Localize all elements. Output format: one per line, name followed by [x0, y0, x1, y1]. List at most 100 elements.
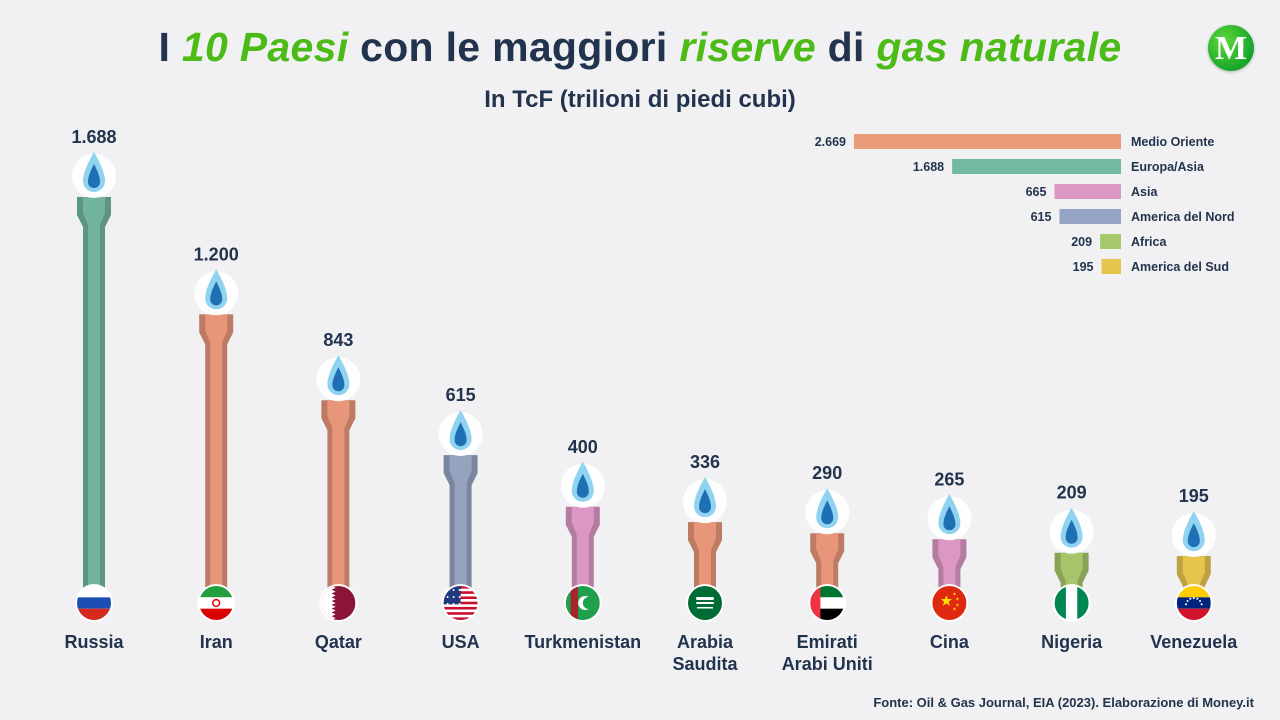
category-label: Arabi Uniti	[782, 654, 873, 674]
region-category-label: Europa/Asia	[1131, 160, 1205, 174]
bar-3: 615 USA	[438, 385, 483, 652]
flame-icon	[560, 461, 605, 508]
title-part-4: di	[815, 24, 877, 70]
bar-highlight	[205, 314, 228, 603]
category-label: Venezuela	[1150, 632, 1238, 652]
flame-inner	[821, 500, 834, 525]
region-row-1: 1.688 Europa/Asia	[913, 159, 1205, 174]
flame-icon	[805, 488, 850, 535]
flame-inner	[210, 281, 223, 306]
title-part-2: con le maggiori	[348, 24, 680, 70]
flag-nigeria	[1054, 586, 1089, 620]
region-row-3: 615 America del Nord	[1031, 209, 1235, 224]
region-category-label: Africa	[1131, 235, 1167, 249]
flag-russia	[77, 586, 111, 620]
region-category-label: America del Nord	[1131, 210, 1235, 224]
category-label: Emirati	[797, 632, 858, 652]
flame-inner	[88, 164, 100, 188]
category-label: Iran	[200, 632, 233, 652]
region-bar	[1101, 259, 1121, 274]
region-value-label: 1.688	[913, 160, 944, 174]
region-row-5: 195 America del Sud	[1073, 259, 1229, 274]
category-label: Saudita	[672, 654, 738, 674]
bar-4: 400 Turkmenistan	[524, 437, 641, 652]
region-category-label: Medio Oriente	[1131, 135, 1214, 149]
bar-0: 1.688 Russia	[64, 127, 124, 652]
flag-qatar	[321, 586, 356, 620]
flame-icon	[438, 410, 483, 457]
bar-highlight	[83, 197, 105, 603]
category-label: Cina	[930, 632, 970, 652]
money-it-logo[interactable]: M	[1208, 25, 1254, 71]
chart-title: I 10 Paesi con le maggiori riserve di ga…	[0, 24, 1280, 71]
category-label: USA	[442, 632, 480, 652]
region-bar	[952, 159, 1121, 174]
category-label: Turkmenistan	[524, 632, 641, 652]
region-value-label: 665	[1026, 185, 1047, 199]
chart-subtitle: In TcF (trilioni di piedi cubi)	[484, 86, 796, 113]
bar-value-label: 615	[446, 385, 476, 405]
region-row-4: 209 Africa	[1071, 234, 1167, 249]
bar-value-label: 265	[934, 469, 964, 489]
bar-1: 1.200 Iran	[194, 244, 239, 652]
flag-china	[932, 586, 967, 620]
bar-8: 209 Nigeria	[1041, 483, 1103, 652]
bar-value-label: 400	[568, 437, 598, 457]
bar-value-label: 209	[1057, 483, 1087, 503]
bar-value-label: 336	[690, 452, 720, 472]
title-part-0: I	[158, 24, 182, 70]
region-legend-bars: 2.669 Medio Oriente 1.688 Europa/Asia 665 Asi…	[815, 134, 1235, 274]
bar-value-label: 1.688	[71, 127, 116, 147]
country-bars: 1.688 Russia 1.200 Iran 843 Qatar 615 USA 400 Tur…	[64, 127, 1238, 674]
bar-value-label: 1.200	[194, 244, 239, 264]
region-bar	[854, 134, 1121, 149]
region-category-label: Asia	[1131, 185, 1158, 199]
bar-value-label: 843	[323, 330, 353, 350]
region-bar	[1059, 209, 1121, 224]
region-value-label: 615	[1031, 210, 1052, 224]
flame-icon	[1049, 507, 1094, 554]
flame-inner	[332, 367, 345, 392]
flame-inner	[943, 506, 956, 531]
bar-9: 195 Venezuela	[1150, 486, 1238, 652]
flame-icon	[316, 355, 361, 402]
region-row-0: 2.669 Medio Oriente	[815, 134, 1214, 149]
bar-highlight	[449, 455, 472, 603]
flag-turkmenistan	[565, 586, 600, 620]
title-part-1: 10 Paesi	[181, 24, 349, 70]
flame-inner	[576, 473, 589, 498]
bar-highlight	[571, 506, 594, 603]
category-label: Nigeria	[1041, 632, 1103, 652]
category-label: Qatar	[315, 632, 362, 652]
flame-icon	[683, 477, 727, 524]
flag-iran	[199, 586, 234, 620]
region-value-label: 195	[1073, 260, 1094, 274]
category-label: Arabia	[677, 632, 734, 652]
flame-inner	[1065, 519, 1078, 544]
bar-value-label: 290	[812, 463, 842, 483]
title-part-3: riserve	[679, 24, 816, 70]
title-part-5: gas naturale	[876, 24, 1122, 70]
bar-2: 843 Qatar	[315, 330, 362, 652]
flame-icon	[927, 494, 972, 541]
flag-venezuela	[1176, 586, 1211, 620]
category-label: Russia	[64, 632, 124, 652]
region-bar	[1100, 234, 1121, 249]
source-note: Fonte: Oil & Gas Journal, EIA (2023). El…	[873, 695, 1254, 710]
region-bar	[1054, 184, 1121, 199]
flame-icon	[194, 269, 239, 316]
flame-inner	[699, 489, 711, 514]
bar-value-label: 195	[1179, 486, 1209, 506]
flame-inner	[1187, 523, 1200, 548]
flame-icon	[72, 152, 116, 198]
bar-highlight	[694, 522, 716, 603]
region-category-label: America del Sud	[1131, 260, 1229, 274]
flag-saudi	[688, 586, 722, 620]
chart-canvas: 1.688 Russia 1.200 Iran 843 Qatar 615 USA 400 Tur…	[64, 127, 1238, 674]
bar-7: 265 Cina	[927, 469, 972, 652]
bar-highlight	[327, 400, 350, 603]
region-value-label: 2.669	[815, 135, 846, 149]
region-row-2: 665 Asia	[1026, 184, 1158, 199]
region-value-label: 209	[1071, 235, 1092, 249]
